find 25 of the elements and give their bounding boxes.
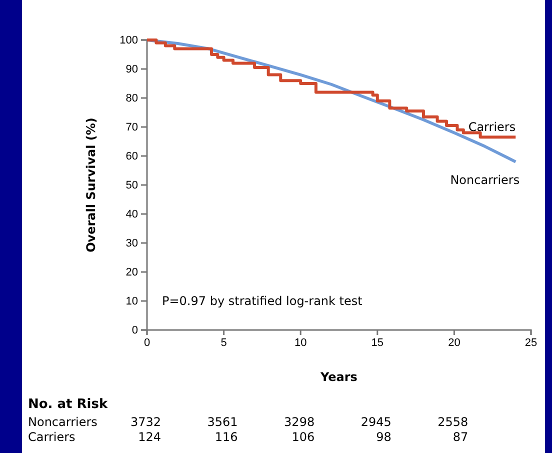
y-axis-title: Overall Survival (%) — [84, 118, 98, 252]
y-tick-label: 70 — [126, 122, 138, 134]
x-tick-label: 15 — [371, 336, 384, 349]
y-tick-label: 0 — [132, 324, 138, 337]
y-tick-label: 10 — [126, 296, 138, 308]
text: Carriers 124 116 106 98 87 — [28, 430, 468, 444]
y-tick-label: 50 — [126, 180, 138, 192]
annotation: P=0.97 by stratified log-rank test — [162, 294, 363, 308]
y-tick-label: 90 — [126, 64, 138, 76]
text: Noncarriers 3732 3561 3298 2945 2558 — [28, 415, 468, 429]
x-tick-label: 25 — [524, 336, 538, 349]
text: No. at Risk — [28, 397, 108, 412]
y-tick-label: 30 — [126, 238, 138, 250]
y-tick-label: 80 — [126, 92, 138, 105]
x-tick-label: 0 — [144, 336, 150, 349]
x-tick-label: 10 — [294, 336, 307, 349]
series-label: Noncarriers — [450, 172, 520, 187]
x-tick-label: 20 — [448, 336, 460, 349]
x-axis-title: Years — [320, 370, 358, 384]
series-label: Carriers — [468, 120, 516, 134]
y-tick-label: 40 — [126, 208, 138, 221]
y-tick-label: 100 — [120, 34, 138, 47]
y-tick-label: 60 — [126, 150, 138, 163]
y-tick-label: 20 — [126, 266, 138, 279]
x-tick-label: 5 — [220, 336, 227, 349]
